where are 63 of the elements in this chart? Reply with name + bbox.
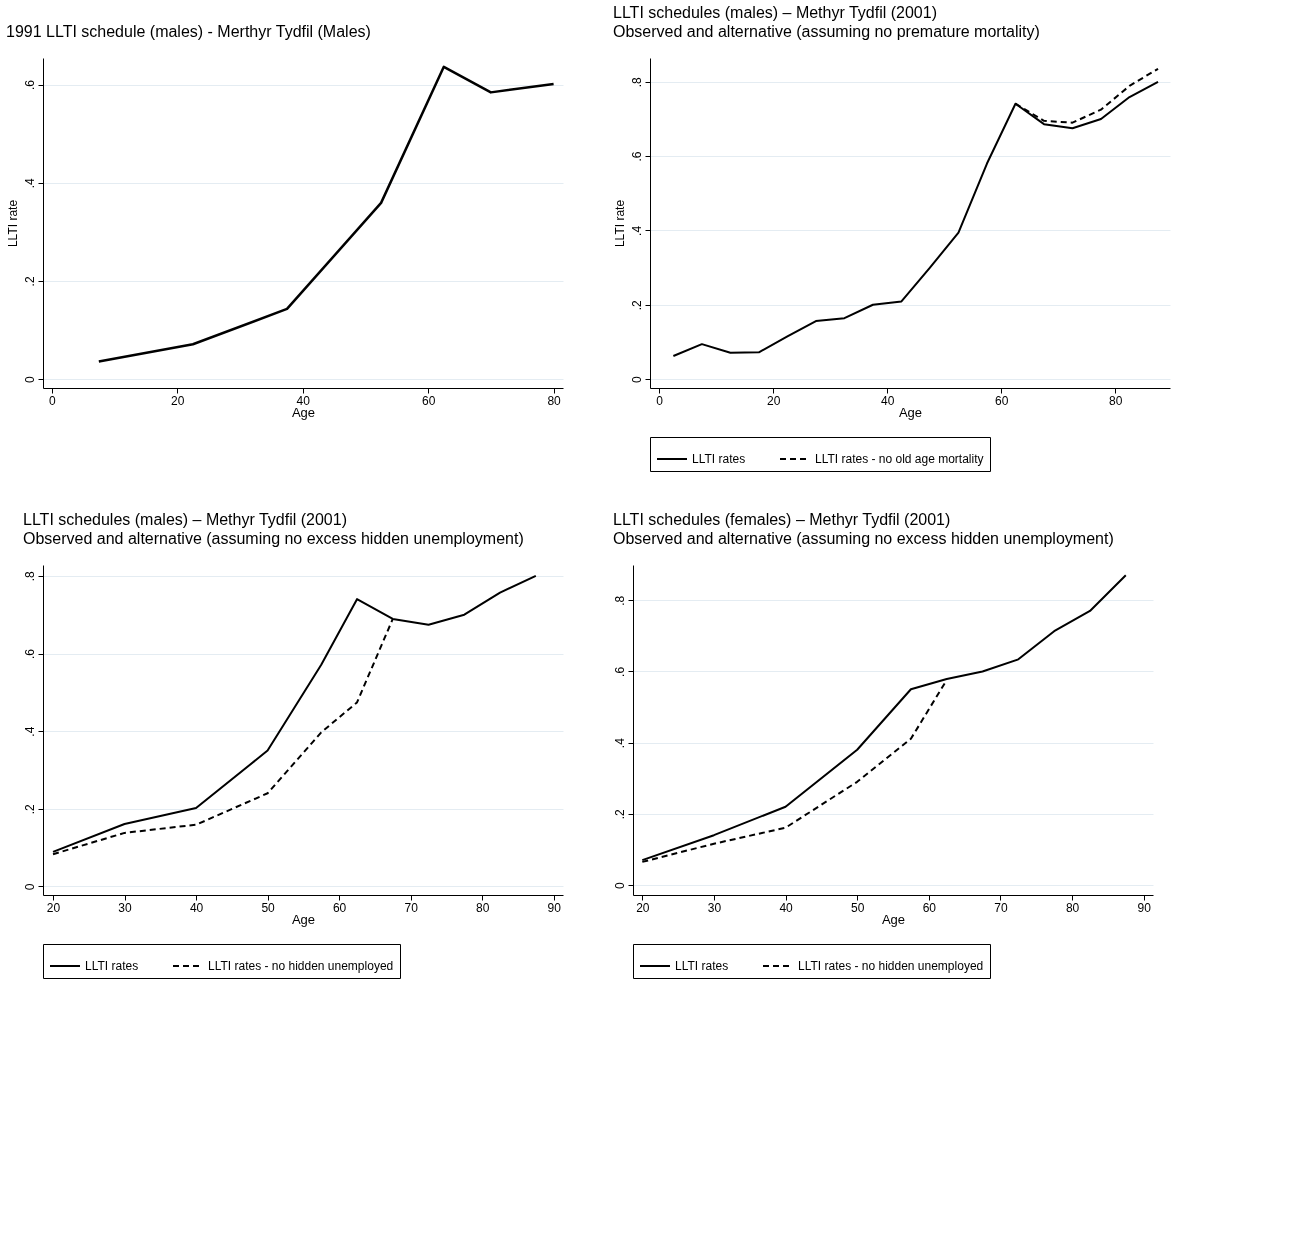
y-axis-title: LLTI rate (612, 199, 627, 248)
x-axis-title: Age (898, 404, 923, 420)
chart-title: LLTI schedules (females) – Methyr Tydfil (2001) (613, 511, 951, 528)
y-tick-label: .2 (22, 803, 37, 815)
y-tick-label: .2 (22, 276, 37, 287)
y-tick-label: 0 (612, 881, 627, 889)
chart-title: LLTI schedules (males) – Methyr Tydfil (2001) (23, 511, 347, 528)
x-tick-label: 40 (881, 393, 895, 408)
chart-title: LLTI schedules (males) – Methyr Tydfil (2001) (613, 4, 937, 21)
x-tick-label: 20 (171, 393, 185, 408)
chart-subtitle: Observed and alternative (assuming no premature mortality) (613, 23, 1040, 40)
x-tick-label: 30 (707, 900, 722, 915)
x-axis-title: Age (881, 911, 906, 927)
y-tick-label: .4 (612, 737, 627, 749)
y-tick-label: .6 (22, 79, 37, 91)
x-tick-label: 40 (189, 900, 204, 915)
x-tick-label: 30 (118, 900, 133, 915)
y-tick-label: .6 (22, 648, 37, 660)
x-tick-label: 40 (779, 900, 794, 915)
x-tick-label: 70 (994, 900, 1008, 915)
y-tick-label: .4 (629, 225, 644, 236)
y-tick-label: .4 (22, 177, 37, 189)
x-tick-label: 0 (48, 393, 56, 408)
x-tick-label: 80 (475, 900, 490, 915)
x-tick-label: 70 (404, 900, 419, 915)
x-tick-label: 60 (421, 393, 436, 408)
y-tick-label: 0 (22, 883, 37, 891)
y-tick-label: .8 (629, 76, 644, 88)
x-tick-label: 20 (766, 393, 781, 408)
x-axis-title: Age (291, 911, 316, 927)
y-tick-label: 0 (22, 376, 37, 383)
y-axis-title: LLTI rate (5, 199, 20, 248)
x-tick-label: 20 (636, 900, 650, 915)
chart-subtitle: Observed and alternative (assuming no excess hidden unemployment) (23, 530, 524, 547)
x-tick-label: 60 (922, 900, 937, 915)
legend-label: LLTI rates (692, 452, 746, 466)
x-tick-label: 80 (547, 393, 562, 408)
x-tick-label: 20 (46, 900, 61, 915)
x-tick-label: 80 (1065, 900, 1080, 915)
legend-label: LLTI rates - no hidden unemployed (798, 959, 984, 973)
x-tick-label: 80 (1109, 393, 1123, 408)
chart-subtitle: Observed and alternative (assuming no excess hidden unemployment) (613, 530, 1114, 547)
x-tick-label: 90 (547, 900, 562, 915)
legend-label: LLTI rates (85, 959, 139, 973)
x-tick-label: 50 (851, 900, 865, 915)
legend-label: LLTI rates - no old age mortality (815, 452, 984, 466)
y-tick-label: .4 (22, 726, 37, 737)
y-tick-label: 0 (629, 375, 644, 383)
x-tick-label: 0 (656, 393, 664, 408)
y-tick-label: .2 (612, 809, 627, 820)
legend-label: LLTI rates - no hidden unemployed (208, 959, 394, 973)
y-tick-label: .6 (629, 151, 644, 162)
legend-label: LLTI rates (675, 959, 729, 973)
x-tick-label: 50 (261, 900, 276, 915)
chart-title: 1991 LLTI schedule (males) - Merthyr Tydfil (Males) (6, 23, 371, 40)
y-tick-label: .2 (629, 299, 644, 311)
y-tick-label: .6 (612, 666, 627, 677)
x-tick-label: 90 (1137, 900, 1152, 915)
y-tick-label: .8 (612, 595, 627, 606)
x-tick-label: 60 (995, 393, 1009, 408)
y-tick-label: .8 (22, 571, 37, 582)
line-series (97, 65, 555, 363)
x-tick-label: 60 (332, 900, 347, 915)
